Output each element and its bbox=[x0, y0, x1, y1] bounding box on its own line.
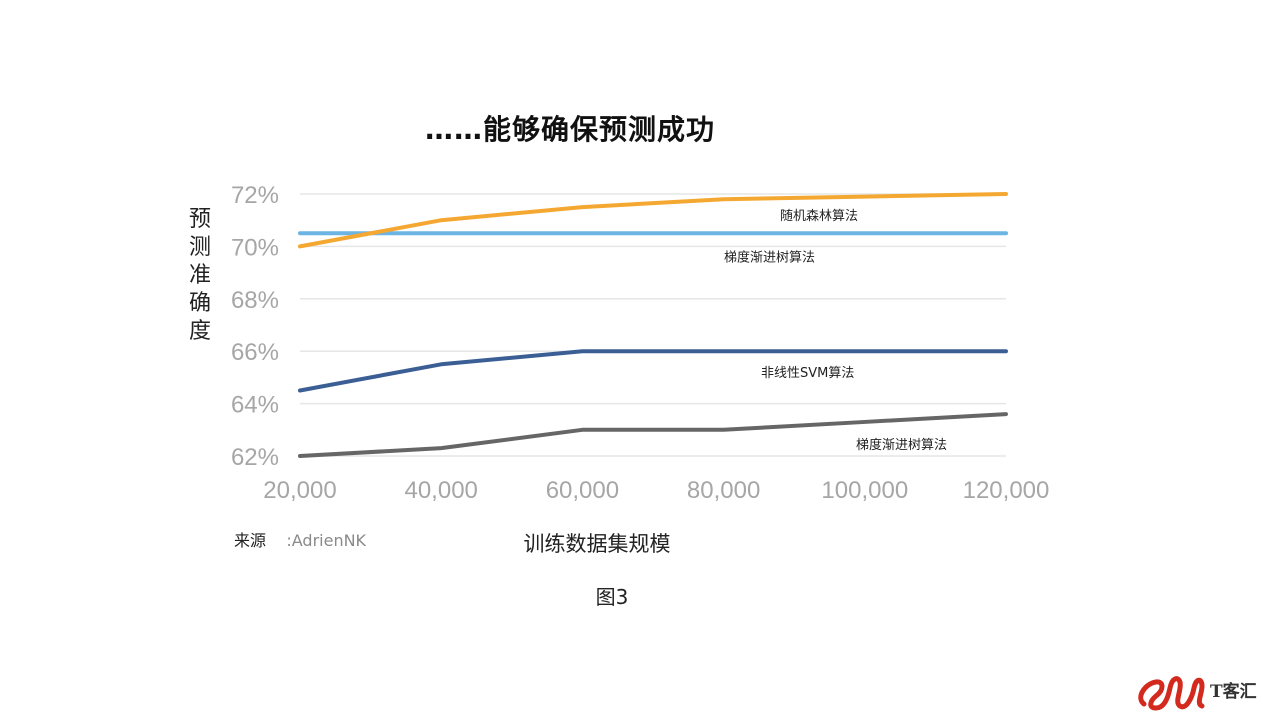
series-lines bbox=[298, 192, 1008, 458]
source-label: 来源 bbox=[234, 531, 267, 550]
source-value: :AdrienNK bbox=[286, 531, 367, 550]
x-tick-label: 40,000 bbox=[404, 477, 477, 504]
series-label: 非线性SVM算法 bbox=[761, 366, 854, 381]
logo-text: T客汇 bbox=[1210, 682, 1257, 702]
figure-caption: 图3 bbox=[595, 585, 629, 609]
x-tick-label: 100,000 bbox=[821, 477, 908, 504]
logo-mark-icon bbox=[1138, 676, 1205, 711]
y-tick-label: 72% bbox=[231, 182, 279, 209]
x-tick-labels: 20,000 40,000 60,000 80,000 100,000 120,000 bbox=[263, 477, 1049, 504]
series-line bbox=[298, 349, 1008, 393]
series-label: 随机森林算法 bbox=[780, 209, 858, 224]
series-line bbox=[298, 412, 1008, 458]
y-tick-label: 70% bbox=[231, 234, 279, 261]
brand-logo: T客汇 bbox=[1134, 668, 1274, 714]
y-axis-label: 预测准确度 bbox=[188, 207, 211, 344]
series-label: 梯度渐进树算法 bbox=[856, 437, 947, 453]
y-tick-label: 64% bbox=[231, 392, 279, 419]
x-axis-label: 训练数据集规模 bbox=[523, 532, 671, 556]
source-note: 来源 :AdrienNK bbox=[234, 527, 366, 551]
x-tick-label: 20,000 bbox=[263, 477, 336, 504]
y-tick-labels: 72% 70% 68% 66% 64% 62% bbox=[231, 182, 279, 471]
y-tick-label: 68% bbox=[231, 287, 279, 314]
series-line bbox=[298, 192, 1008, 249]
x-tick-label: 60,000 bbox=[546, 477, 619, 504]
x-tick-label: 80,000 bbox=[687, 477, 760, 504]
chart-title: ……能够确保预测成功 bbox=[424, 113, 715, 146]
y-tick-label: 62% bbox=[231, 444, 279, 471]
x-tick-label: 120,000 bbox=[963, 477, 1050, 504]
y-tick-label: 66% bbox=[231, 339, 279, 366]
series-label: 梯度渐进树算法 bbox=[724, 249, 815, 265]
